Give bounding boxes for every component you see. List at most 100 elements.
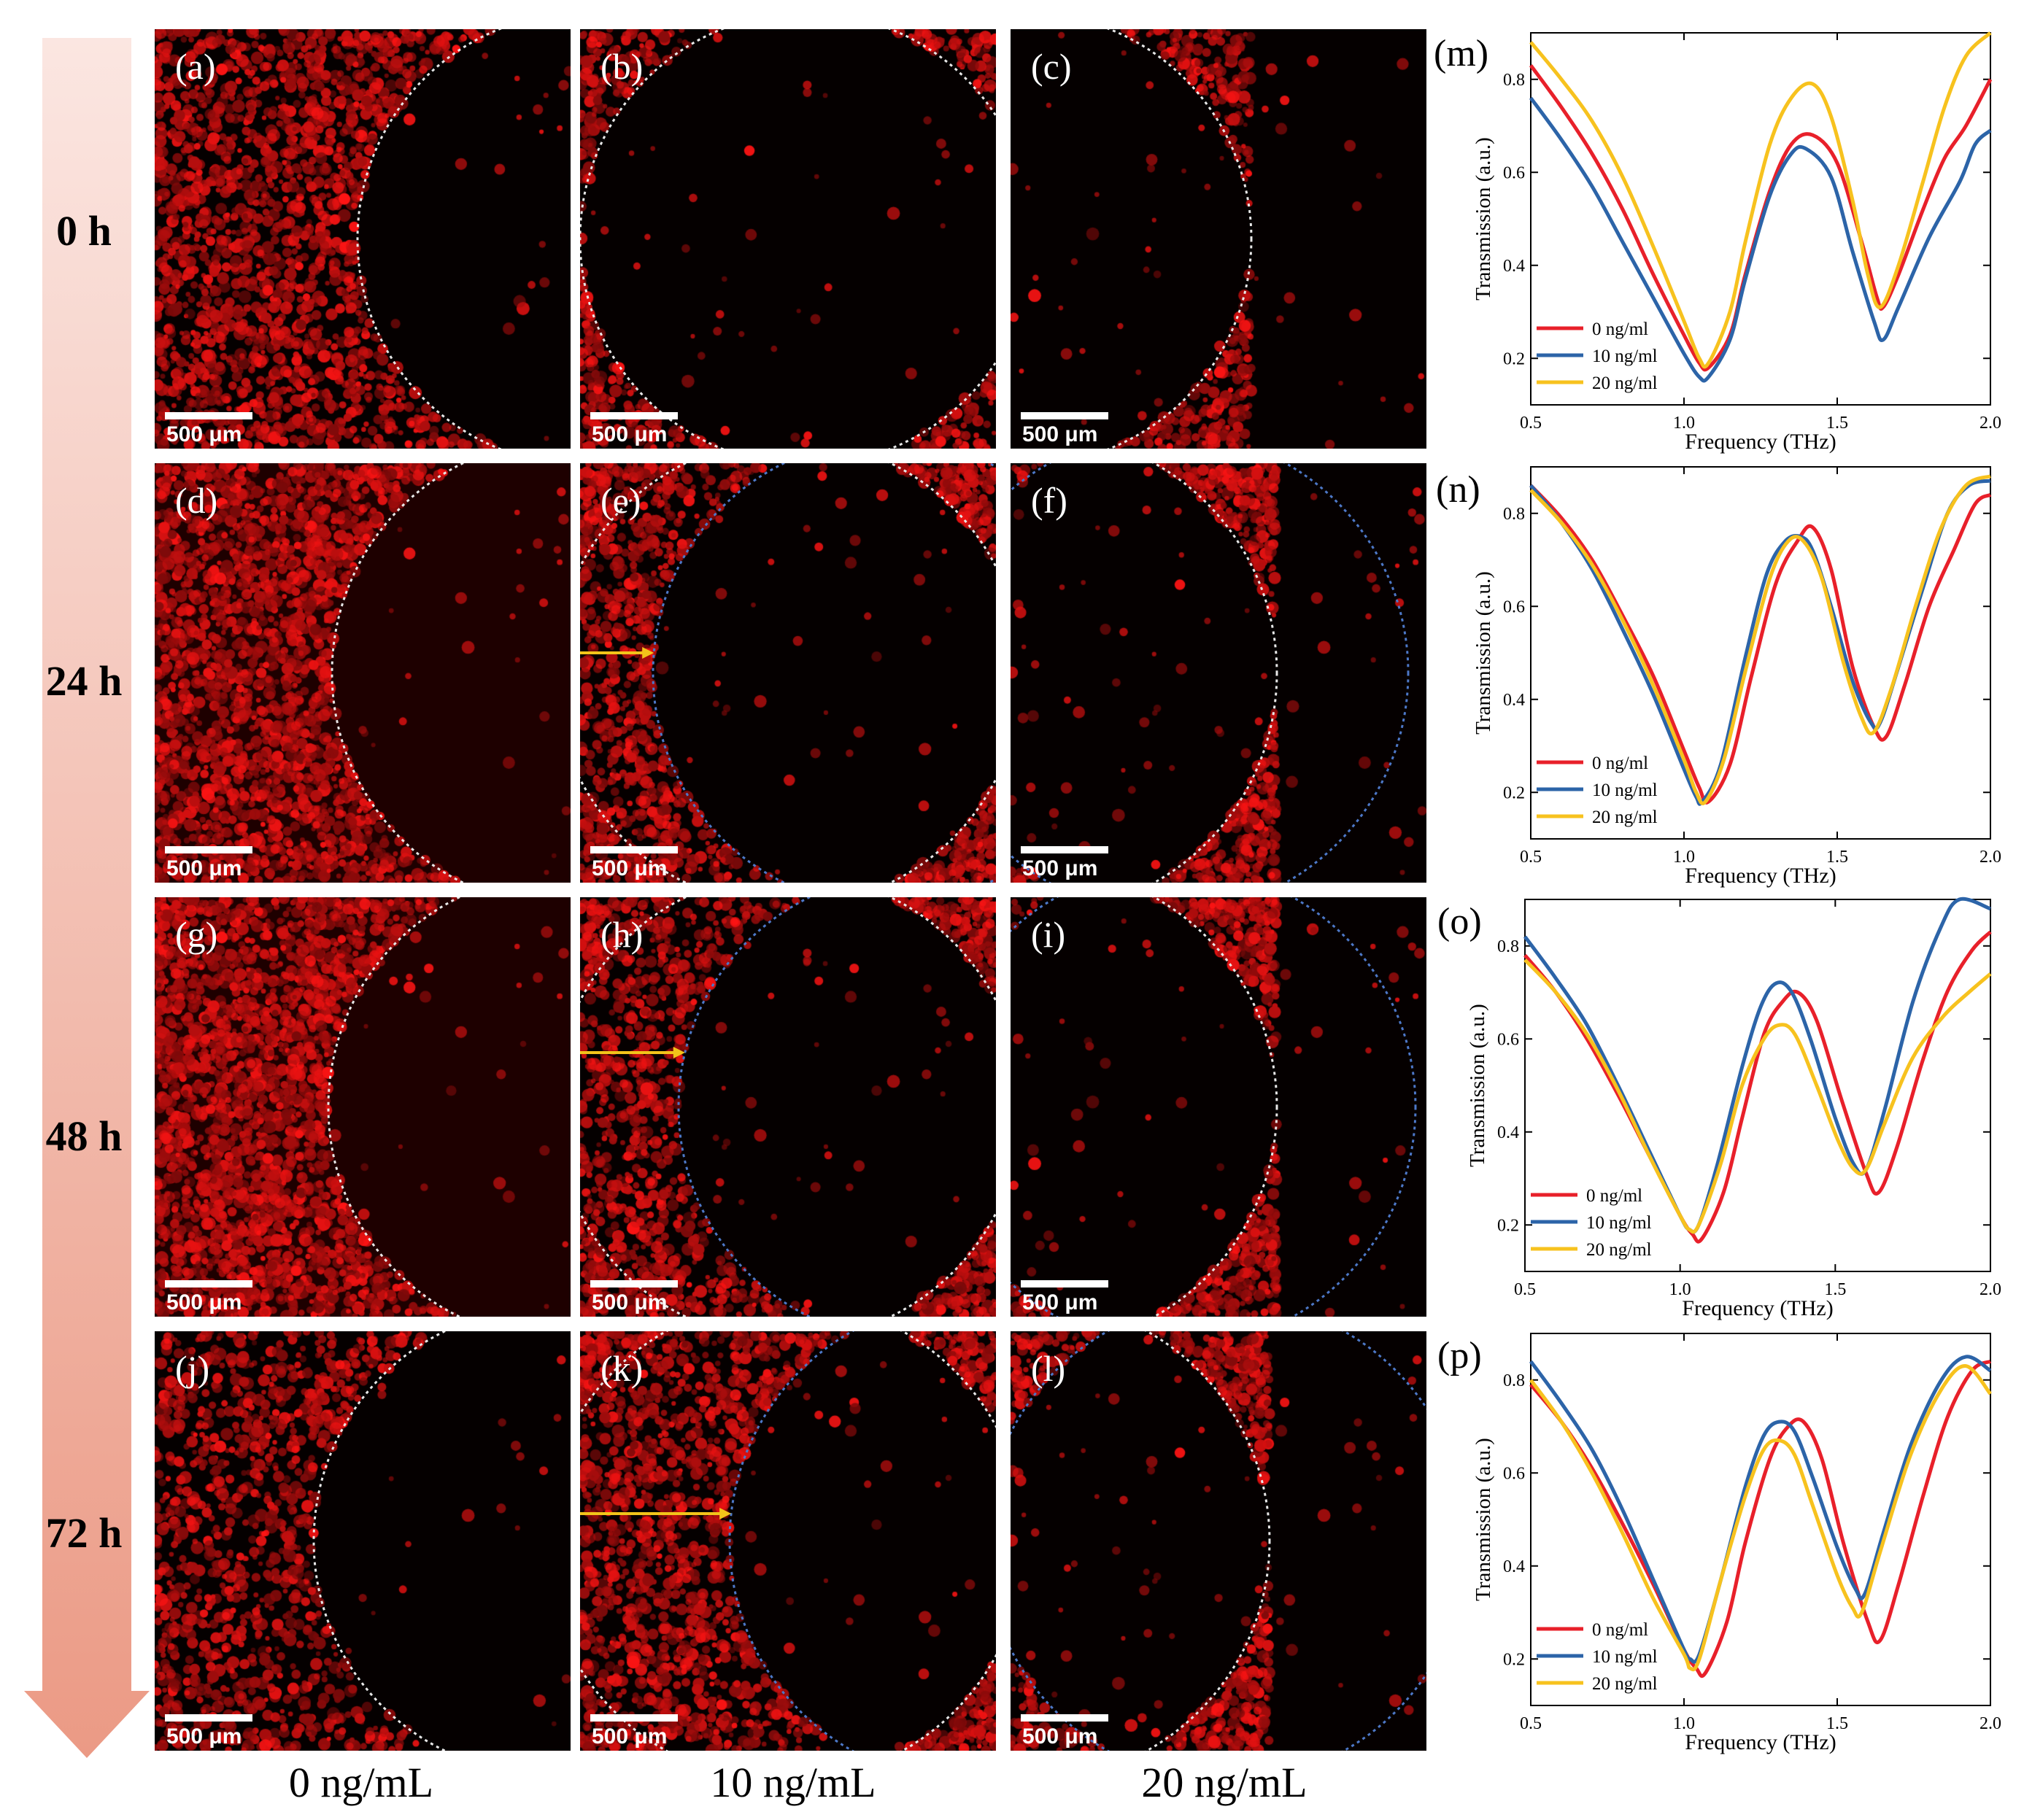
x-tick-label: 0.5 bbox=[1514, 1280, 1536, 1299]
x-tick-label: 1.5 bbox=[1826, 414, 1848, 433]
x-axis-label: Frequency (THz) bbox=[1685, 864, 1836, 888]
initial-scratch-boundary bbox=[1151, 463, 1278, 883]
scale-bar bbox=[1021, 846, 1108, 853]
panel-letter: (b) bbox=[600, 46, 644, 87]
x-tick-label: 0.5 bbox=[1520, 414, 1542, 433]
scale-bar bbox=[590, 1280, 678, 1287]
initial-scratch-boundary bbox=[1151, 897, 1278, 1317]
scale-bar-label: 500 μm bbox=[1022, 1724, 1098, 1749]
x-tick-label: 1.5 bbox=[1826, 1714, 1848, 1733]
microscopy-panel-i: (i) 500 μm bbox=[1011, 897, 1426, 1317]
panel-letter: (d) bbox=[175, 480, 218, 521]
plot-frame bbox=[1524, 899, 1991, 1272]
fluorescence-image bbox=[1011, 897, 1426, 1317]
x-tick-label: 1.5 bbox=[1826, 848, 1848, 867]
panel-letter: (j) bbox=[175, 1348, 210, 1389]
legend-label-1: 10 ng/ml bbox=[1592, 1647, 1658, 1667]
panel-letter: (h) bbox=[600, 914, 644, 955]
microscopy-panel-l: (l) 500 μm bbox=[1011, 1331, 1426, 1751]
scale-bar-label: 500 μm bbox=[1022, 856, 1098, 880]
y-tick-label: 0.6 bbox=[1503, 597, 1525, 616]
fluorescence-image bbox=[155, 897, 571, 1317]
x-tick-label: 1.0 bbox=[1673, 848, 1695, 867]
scale-bar-label: 500 μm bbox=[1022, 422, 1098, 446]
series-line-1 bbox=[1529, 96, 1992, 383]
y-tick-label: 0.2 bbox=[1497, 1216, 1519, 1235]
panel-letter: (c) bbox=[1031, 46, 1072, 87]
initial-scratch-boundary bbox=[1144, 1331, 1271, 1751]
x-tick-label: 0.5 bbox=[1520, 1714, 1542, 1733]
microscopy-panel-a: (a) 500 μm bbox=[155, 29, 571, 449]
x-tick-label: 1.0 bbox=[1673, 414, 1695, 433]
x-tick-label: 2.0 bbox=[1979, 1280, 2001, 1299]
y-tick-label: 0.4 bbox=[1497, 1123, 1519, 1142]
series-line-0 bbox=[1529, 64, 1993, 372]
fluorescence-image bbox=[155, 1331, 571, 1751]
chart-panel-letter: (m) bbox=[1434, 33, 1488, 74]
panel-letter: (f) bbox=[1031, 480, 1067, 521]
scale-bar bbox=[165, 846, 252, 853]
time-label-24h: 24 h bbox=[45, 657, 123, 705]
scale-bar-label: 500 μm bbox=[166, 856, 242, 880]
series-line-1 bbox=[1529, 1355, 1992, 1664]
panel-letter: (l) bbox=[1031, 1348, 1066, 1389]
concentration-label-0: 0 ng/mL bbox=[288, 1759, 434, 1806]
migration-front-boundary bbox=[1011, 463, 1410, 883]
microscopy-panel-f: (f) 500 μm bbox=[1011, 463, 1426, 883]
legend-label-0: 0 ng/ml bbox=[1592, 1620, 1648, 1640]
y-tick-label: 0.6 bbox=[1503, 163, 1525, 182]
scale-bar bbox=[590, 846, 678, 853]
fluorescence-image bbox=[1011, 29, 1426, 449]
chart-panel-letter: (o) bbox=[1437, 901, 1482, 942]
x-axis-label: Frequency (THz) bbox=[1682, 1296, 1833, 1320]
y-tick-label: 0.8 bbox=[1503, 505, 1525, 524]
scale-bar bbox=[590, 1714, 678, 1722]
initial-scratch-boundary bbox=[356, 29, 503, 449]
scale-bar-label: 500 μm bbox=[1022, 1290, 1098, 1314]
fluorescence-image bbox=[580, 897, 996, 1317]
series-line-2 bbox=[1529, 1364, 1992, 1672]
x-tick-label: 1.0 bbox=[1673, 1714, 1695, 1733]
time-label-0h: 0 h bbox=[56, 207, 112, 255]
time-label-48h: 48 h bbox=[45, 1112, 123, 1160]
scale-bar bbox=[1021, 412, 1108, 419]
y-axis-label: Transmission (a.u.) bbox=[1472, 137, 1495, 301]
series-line-2 bbox=[1529, 31, 1992, 369]
scale-bar bbox=[590, 412, 678, 419]
x-tick-label: 2.0 bbox=[1979, 414, 2001, 433]
plot-frame bbox=[1530, 466, 1991, 840]
scale-bar-label: 500 μm bbox=[166, 422, 242, 446]
migration-front-boundary bbox=[1011, 897, 1417, 1317]
legend-label-2: 20 ng/ml bbox=[1592, 1674, 1658, 1694]
y-tick-label: 0.8 bbox=[1503, 71, 1525, 90]
fluorescence-image bbox=[580, 463, 996, 883]
series-line-2 bbox=[1523, 959, 1992, 1234]
y-tick-label: 0.4 bbox=[1503, 257, 1525, 276]
legend-label-2: 20 ng/ml bbox=[1586, 1240, 1652, 1260]
fluorescence-image bbox=[580, 29, 996, 449]
y-tick-label: 0.2 bbox=[1503, 349, 1525, 368]
scale-bar bbox=[1021, 1714, 1108, 1722]
scale-bar-label: 500 μm bbox=[166, 1724, 242, 1749]
panel-letter: (k) bbox=[600, 1348, 644, 1389]
scale-bar bbox=[165, 1280, 252, 1287]
chart-o: 0.5 1.0 1.5 2.0 0.2 0.4 0.6 0.8 Frequency (THz) T… bbox=[1437, 897, 2001, 1320]
legend-label-0: 0 ng/ml bbox=[1592, 754, 1648, 773]
migration-distance-arrow bbox=[580, 1047, 685, 1058]
chart-panel-letter: (p) bbox=[1437, 1335, 1482, 1376]
microscopy-panel-k: (k) 500 μm bbox=[580, 1331, 996, 1751]
microscopy-panel-e: (e) 500 μm bbox=[580, 463, 996, 883]
fluorescence-image bbox=[1011, 1331, 1426, 1751]
x-tick-label: 2.0 bbox=[1979, 1714, 2001, 1733]
y-axis-label: Transmission (a.u.) bbox=[1472, 571, 1495, 735]
x-tick-label: 1.0 bbox=[1669, 1280, 1691, 1299]
fluorescence-image bbox=[580, 1331, 996, 1751]
microscopy-panel-d: (d) 500 μm bbox=[155, 463, 571, 883]
series-line-0 bbox=[1529, 484, 1992, 805]
scale-bar bbox=[1021, 1280, 1108, 1287]
scale-bar-label: 500 μm bbox=[592, 856, 668, 880]
y-tick-label: 0.8 bbox=[1497, 937, 1519, 956]
y-tick-label: 0.6 bbox=[1497, 1030, 1519, 1049]
panel-letter: (e) bbox=[600, 480, 641, 521]
fluorescence-image bbox=[155, 463, 571, 883]
